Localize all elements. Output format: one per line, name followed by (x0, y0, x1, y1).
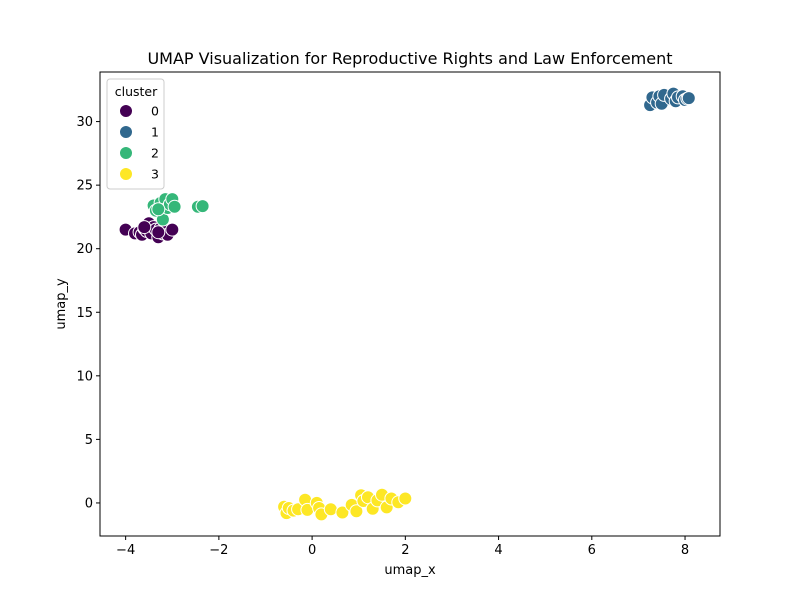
legend: cluster 0 1 2 3 (106, 78, 165, 190)
x-axis-label: umap_x (384, 563, 436, 578)
legend-marker-cluster-0 (119, 104, 133, 118)
y-axis-ticks: 0 5 10 15 20 25 30 (76, 115, 100, 511)
scatter-point-cluster-0 (137, 220, 152, 235)
points-layer (118, 86, 696, 522)
legend-marker-cluster-1 (119, 125, 133, 139)
legend-title: cluster (115, 84, 158, 99)
y-tick-label: 10 (76, 369, 93, 384)
scatter-point-cluster-2 (167, 199, 182, 214)
x-axis-ticks: −4 −2 0 2 4 6 8 (116, 536, 689, 558)
x-tick-label: −4 (116, 543, 135, 558)
x-tick-label: 0 (308, 543, 316, 558)
y-tick-label: 0 (85, 496, 93, 511)
scatter-point-cluster-3 (335, 505, 350, 520)
plot-frame (99, 71, 721, 537)
legend-marker-cluster-3 (119, 167, 133, 181)
x-tick-label: 8 (681, 543, 689, 558)
scatter-point-cluster-2 (195, 199, 210, 214)
scatter-point-cluster-0 (151, 225, 166, 240)
legend-label-cluster-2: 2 (151, 146, 159, 161)
scatter-point-cluster-3 (349, 504, 364, 519)
y-axis-label: umap_y (54, 278, 69, 330)
x-tick-label: 6 (588, 543, 596, 558)
x-tick-label: −2 (209, 543, 228, 558)
x-tick-label: 2 (401, 543, 409, 558)
scatter-point-cluster-1 (681, 91, 696, 106)
chart-title: UMAP Visualization for Reproductive Righ… (147, 49, 672, 68)
legend-marker-cluster-2 (119, 146, 133, 160)
scatter-point-cluster-3 (323, 502, 338, 517)
legend-label-cluster-0: 0 (151, 104, 159, 119)
scatter-point-cluster-0 (165, 222, 180, 237)
legend-label-cluster-1: 1 (151, 125, 159, 140)
y-tick-label: 20 (76, 242, 93, 257)
legend-label-cluster-3: 3 (151, 167, 159, 182)
scatter-point-cluster-3 (398, 491, 413, 506)
y-tick-label: 15 (76, 306, 93, 321)
scatter-point-cluster-2 (151, 202, 166, 217)
legend-entries: 0 1 2 3 (119, 104, 159, 182)
y-tick-label: 30 (76, 115, 93, 130)
x-tick-label: 4 (494, 543, 502, 558)
plot-area (100, 72, 720, 536)
y-tick-label: 5 (85, 433, 93, 448)
y-tick-label: 25 (76, 179, 93, 194)
